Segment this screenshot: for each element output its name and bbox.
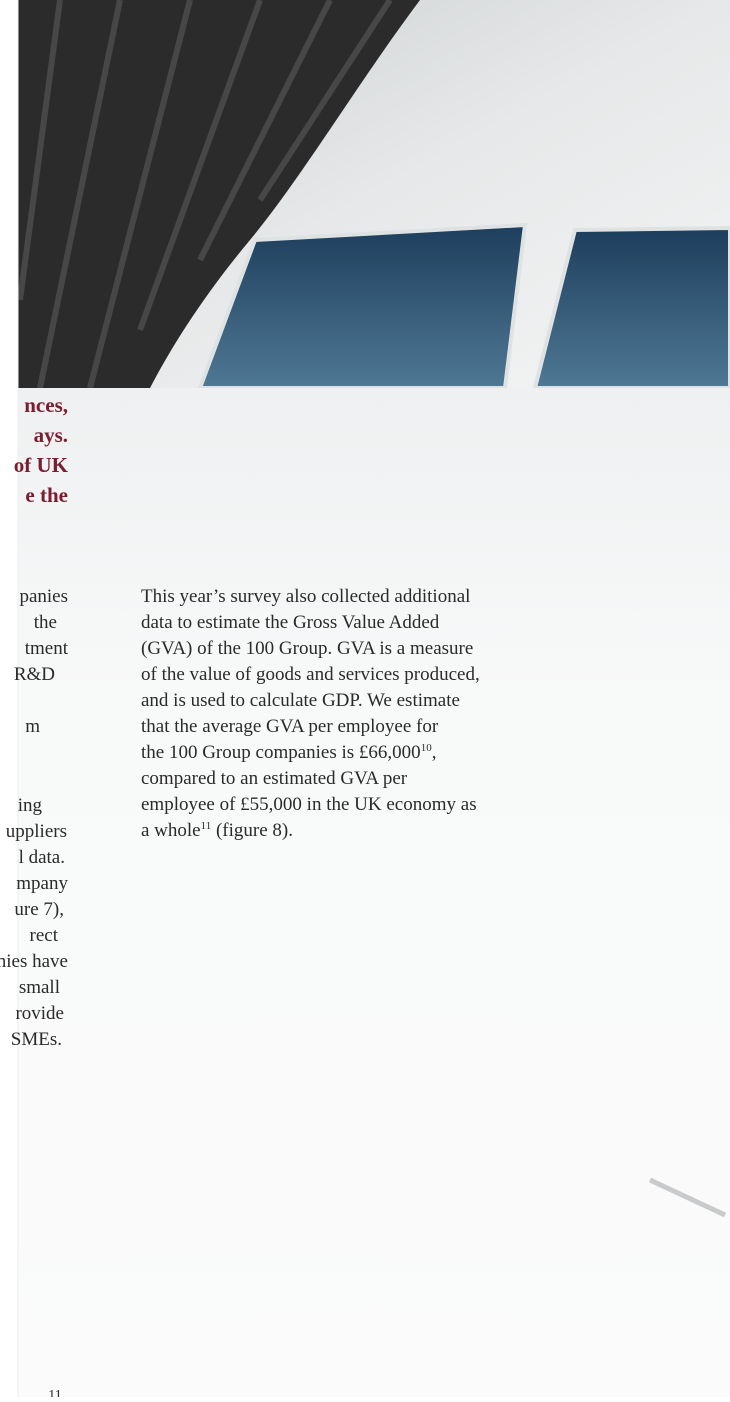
text-run: (figure 8). [211,820,293,841]
left-column-line: small [19,977,60,998]
paragraph-line: (GVA) of the 100 Group. GVA is a measure [141,638,473,659]
paragraph-line: compared to an estimated GVA per [141,768,408,789]
cockpit-photo [18,0,730,388]
text-run: , [432,742,437,763]
superscript: 11 [201,820,212,832]
superscript: 10 [421,742,433,754]
left-column-line: R&D [14,664,55,685]
document-page: nces, ays. of UK e the panies the tment R&D m ing… [0,0,730,1397]
left-column-line: ure 7), [14,899,64,920]
paragraph-line: of the value of goods and services produ… [141,664,480,685]
text-run: employee of £55,000 in the UK economy as [141,794,477,815]
heading-fragment: e the [25,483,68,507]
text-run: that the average GVA per employee for [141,716,439,737]
text-run: and is used to calculate GDP. We estimat… [141,690,460,711]
heading-fragment: of UK [14,453,69,477]
left-column-line: panies [19,586,68,607]
paragraph-line: the 100 Group companies is £66,00010, [141,742,436,763]
background-wash [18,388,730,1397]
paragraph-line: This year’s survey also collected additi… [141,586,470,607]
text-run: (GVA) of the 100 Group. GVA is a measure [141,638,473,659]
left-column-line: SMEs. [11,1029,62,1050]
page: nces, ays. of UK e the panies the tment R&D m ing… [0,0,730,1397]
paragraph-line: and is used to calculate GDP. We estimat… [141,690,460,711]
heading-fragment: ays. [34,423,68,447]
left-column-line: rect [30,925,59,946]
paragraph-line: that the average GVA per employee for [141,716,439,737]
left-column-line: ing [18,795,43,816]
left-column-line: m [25,716,40,737]
text-run: compared to an estimated GVA per [141,768,408,789]
paragraph-line: a whole11 (figure 8). [141,820,293,841]
left-column-line: the [34,612,57,633]
text-run: This year’s survey also collected additi… [141,586,470,607]
text-run: a whole [141,820,201,841]
page-number: 11 [48,1388,61,1397]
left-column-line: rovide [15,1003,64,1024]
left-column-line: nies have [0,951,68,972]
left-column-line: uppliers [6,821,67,842]
left-column-line: mpany [16,873,68,894]
paragraph-line: data to estimate the Gross Value Added [141,612,440,633]
text-run: the 100 Group companies is £66,000 [141,742,421,763]
paragraph-line: employee of £55,000 in the UK economy as [141,794,477,815]
text-run: data to estimate the Gross Value Added [141,612,440,633]
text-run: of the value of goods and services produ… [141,664,480,685]
left-column-line: l data. [19,847,65,868]
left-column-line: tment [25,638,69,659]
heading-fragment: nces, [24,393,68,417]
